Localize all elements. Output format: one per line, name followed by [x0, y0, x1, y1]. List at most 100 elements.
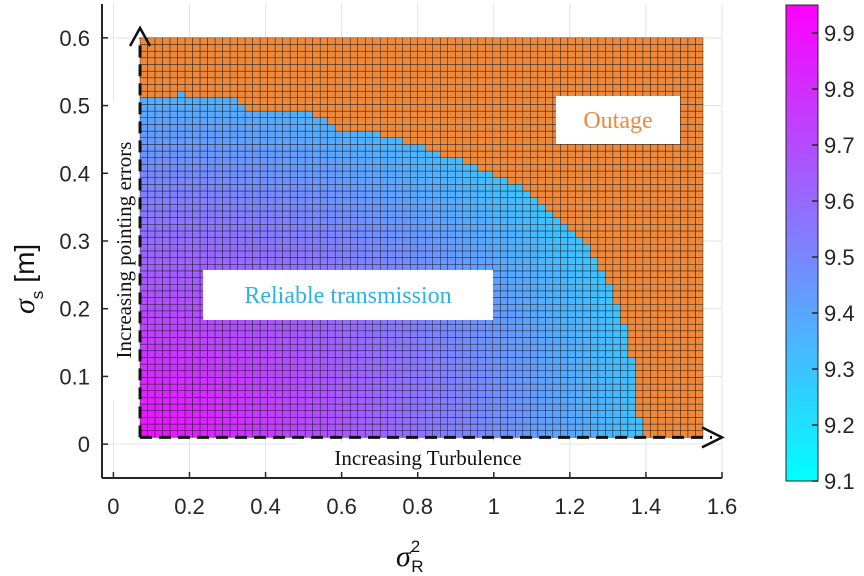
heatmap-cell — [259, 397, 268, 405]
heatmap-cell — [597, 397, 606, 405]
heatmap-cell — [530, 204, 539, 212]
heatmap-cell — [222, 70, 231, 79]
heatmap-cell — [282, 217, 291, 225]
heatmap-cell — [612, 164, 621, 172]
heatmap-cell — [492, 104, 501, 112]
heatmap-cell — [545, 357, 554, 365]
heatmap-cell — [462, 117, 471, 125]
heatmap-cell — [432, 337, 441, 345]
heatmap-cell — [357, 363, 366, 372]
heatmap-cell — [349, 210, 358, 218]
heatmap-cell — [575, 377, 584, 385]
heatmap-cell — [545, 130, 554, 138]
heatmap-cell — [492, 230, 501, 238]
heatmap-cell — [259, 44, 268, 52]
heatmap-cell — [590, 157, 599, 165]
heatmap-cell — [147, 150, 156, 158]
heatmap-cell — [244, 343, 253, 352]
heatmap-cell — [297, 84, 306, 92]
heatmap-cell — [244, 177, 253, 185]
heatmap-cell — [522, 157, 531, 165]
heatmap-cell — [680, 70, 689, 79]
heatmap-cell — [192, 184, 201, 192]
heatmap-cell — [477, 190, 486, 198]
heatmap-cell — [597, 44, 606, 52]
heatmap-cell — [297, 137, 306, 145]
heatmap-cell — [485, 417, 494, 425]
heatmap-cell — [612, 350, 621, 358]
heatmap-cell — [657, 37, 666, 45]
heatmap-cell — [597, 297, 606, 305]
heatmap-cell — [560, 197, 569, 205]
heatmap-cell — [387, 97, 396, 105]
heatmap-cell — [207, 64, 216, 72]
heatmap-cell — [672, 177, 681, 185]
heatmap-cell — [455, 224, 464, 232]
heatmap-cell — [147, 170, 156, 178]
heatmap-cell — [635, 257, 644, 265]
heatmap-cell — [259, 224, 268, 232]
heatmap-cell — [530, 44, 539, 52]
heatmap-cell — [199, 417, 208, 425]
heatmap-cell — [635, 184, 644, 192]
heatmap-cell — [485, 190, 494, 198]
heatmap-cell — [590, 184, 599, 192]
heatmap-cell — [507, 377, 516, 385]
heatmap-cell — [380, 377, 388, 385]
heatmap-cell — [402, 130, 411, 138]
heatmap-cell — [192, 410, 201, 418]
heatmap-cell — [274, 377, 283, 385]
heatmap-cell — [177, 57, 186, 65]
heatmap-cell — [169, 197, 178, 205]
heatmap-cell — [274, 323, 283, 332]
heatmap-cell — [342, 244, 351, 252]
heatmap-cell — [357, 204, 366, 212]
heatmap-cell — [372, 77, 381, 85]
heatmap-cell — [349, 377, 358, 385]
heatmap-cell — [154, 157, 163, 165]
heatmap-cell — [244, 264, 253, 272]
heatmap-cell — [530, 104, 539, 112]
heatmap-cell — [252, 217, 261, 225]
heatmap-cell — [357, 170, 366, 178]
heatmap-cell — [590, 317, 599, 325]
heatmap-cell — [650, 84, 659, 92]
heatmap-cell — [395, 363, 403, 372]
heatmap-cell — [597, 323, 606, 332]
heatmap-cell — [605, 177, 614, 185]
heatmap-cell — [552, 150, 561, 158]
heatmap-cell — [154, 390, 163, 398]
heatmap-cell — [357, 330, 366, 338]
heatmap-cell — [515, 150, 524, 158]
heatmap-cell — [252, 197, 261, 205]
heatmap-cell — [162, 84, 171, 92]
heatmap-cell — [597, 164, 606, 172]
heatmap-cell — [545, 310, 554, 318]
heatmap-cell — [560, 44, 569, 52]
heatmap-cell — [274, 350, 283, 358]
heatmap-cell — [147, 377, 156, 385]
heatmap-cell — [440, 184, 449, 192]
heatmap-cell — [470, 104, 479, 112]
heatmap-cell — [665, 144, 674, 152]
heatmap-cell — [665, 343, 674, 352]
heatmap-cell — [552, 337, 561, 345]
heatmap-cell — [387, 64, 396, 72]
heatmap-cell — [207, 244, 216, 252]
heatmap-cell — [447, 197, 456, 205]
heatmap-cell — [289, 164, 298, 172]
heatmap-cell — [177, 264, 186, 272]
heatmap-cell — [289, 190, 298, 198]
heatmap-cell — [289, 44, 298, 52]
heatmap-cell — [627, 70, 636, 79]
heatmap-cell — [522, 137, 531, 145]
heatmap-cell — [297, 410, 306, 418]
heatmap-cell — [515, 197, 524, 205]
heatmap-cell — [259, 157, 268, 165]
heatmap-cell — [567, 370, 576, 378]
heatmap-cell — [507, 337, 516, 345]
heatmap-cell — [537, 224, 546, 232]
heatmap-cell — [244, 184, 253, 192]
heatmap-cell — [485, 70, 494, 79]
heatmap-cell — [507, 164, 516, 172]
